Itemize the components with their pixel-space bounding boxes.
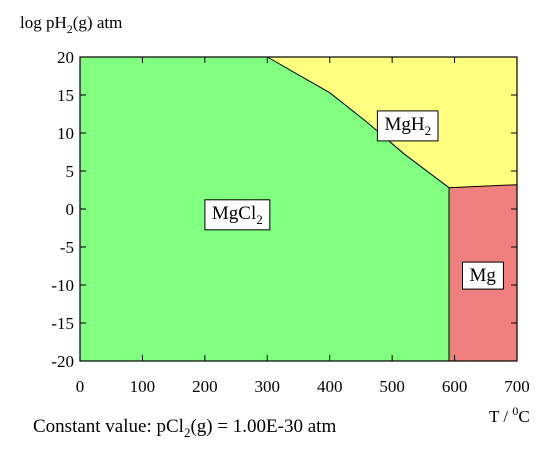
region-label-mg: Mg (462, 261, 504, 290)
constant-value-note: Constant value: pCl2(g) = 1.00E-30 atm (33, 416, 336, 440)
region-label-main: Mg (469, 265, 496, 286)
region-label-text: MgCl2 (212, 203, 263, 227)
region-label-main: MgCl (212, 203, 256, 224)
region-label-box (376, 110, 439, 142)
x-tick-label: 400 (317, 377, 343, 396)
x-axis-title-tail: C (518, 407, 529, 426)
region-areas (80, 57, 517, 361)
region-label-sub: 2 (425, 123, 432, 138)
y-tick-label: 0 (66, 200, 75, 219)
y-axis-title: log pH2(g) atm (20, 13, 122, 36)
y-tick-label: -20 (51, 352, 74, 371)
region-label-text: Mg (469, 265, 496, 286)
y-tick-label: 15 (57, 86, 74, 105)
x-axis-title-sup: 0 (512, 404, 518, 418)
y-tick-label: 20 (57, 48, 74, 67)
region-label-mgh2: MgH2 (376, 110, 439, 142)
y-tick-label: -10 (51, 276, 74, 295)
region-label-main: MgH (384, 114, 424, 135)
region-label-box (462, 261, 504, 290)
x-tick-label: 700 (504, 377, 530, 396)
phase-boundary-1 (267, 56, 450, 189)
region-label-sub: 2 (256, 212, 263, 227)
region-label-text: MgH2 (384, 114, 431, 138)
phase-boundary-2 (448, 184, 518, 189)
x-tick-label: 100 (130, 377, 156, 396)
y-tick-label: 5 (66, 162, 75, 181)
x-tick-label: 0 (76, 377, 85, 396)
note-main: Constant value: pCl (33, 416, 184, 437)
region-label-mgcl2: MgCl2 (204, 199, 271, 231)
x-axis-title-main: T / (489, 407, 512, 426)
y-tick-label: 10 (57, 124, 74, 143)
x-tick-label: 500 (379, 377, 405, 396)
y-axis-title-main: log pH (20, 13, 67, 32)
y-tick-label: -5 (60, 238, 74, 257)
phase-boundaries (267, 56, 518, 361)
y-axis-title-tail: (g) atm (73, 13, 123, 32)
y-axis-title-sub: 2 (67, 22, 73, 36)
axis-ticks: 0 100 200 300 400 500 600 700 20 15 10 5 0 -5 -10 -15 -2… (51, 48, 529, 396)
x-tick-label: 200 (192, 377, 218, 396)
note-sub: 2 (184, 425, 191, 440)
y-tick-label: -15 (51, 314, 74, 333)
region-label-box (204, 199, 271, 231)
x-tick-label: 600 (442, 377, 468, 396)
x-axis-title: T / 0C (489, 404, 530, 426)
note-tail: (g) = 1.00E-30 atm (190, 416, 336, 437)
x-tick-label: 300 (255, 377, 281, 396)
